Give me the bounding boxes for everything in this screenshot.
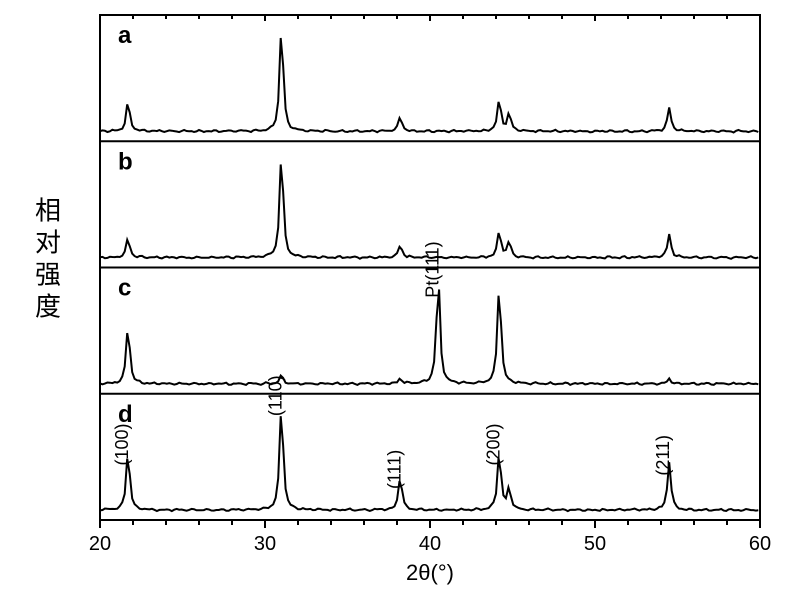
peak-label: (100) xyxy=(112,423,132,465)
x-tick-label: 40 xyxy=(419,533,441,555)
peak-label: (200) xyxy=(483,423,503,465)
y-axis-label: 相 xyxy=(35,196,61,226)
x-tick-label: 30 xyxy=(254,533,276,555)
x-axis-label: 2θ(°) xyxy=(406,560,454,585)
xrd-chart: 20304050602θ(°)相对强度abcPt(111)d(100)(110)… xyxy=(0,0,800,593)
peak-label: (110) xyxy=(266,375,286,416)
panel-label-a: a xyxy=(118,22,132,49)
xrd-trace-a xyxy=(100,38,758,133)
xrd-trace-c xyxy=(100,290,758,385)
x-tick-label: 20 xyxy=(89,533,111,555)
chart-svg: 20304050602θ(°)相对强度abcPt(111)d(100)(110)… xyxy=(0,0,800,593)
y-axis-label: 强 xyxy=(35,260,61,290)
peak-label: (211) xyxy=(653,435,673,476)
panel-label-b: b xyxy=(118,148,133,175)
panel-label-c: c xyxy=(118,275,131,302)
peak-label: (111) xyxy=(384,450,404,489)
y-axis-label: 对 xyxy=(35,228,61,258)
peak-label: Pt(111) xyxy=(422,241,442,297)
x-tick-label: 60 xyxy=(749,533,771,555)
y-axis-label: 度 xyxy=(35,292,61,322)
x-tick-label: 50 xyxy=(584,533,606,555)
